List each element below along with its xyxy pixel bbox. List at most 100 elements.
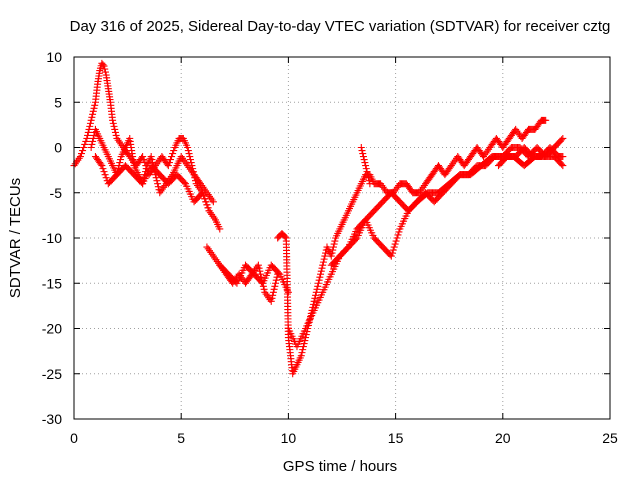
data-point: [88, 113, 96, 121]
data-point: [391, 240, 399, 248]
data-point: [394, 231, 402, 239]
data-point: [387, 252, 395, 260]
data-point: [185, 150, 193, 158]
data-point: [318, 264, 326, 272]
series-track-f: [274, 116, 550, 378]
data-point: [84, 131, 92, 139]
data-point: [85, 125, 93, 133]
data-point: [268, 294, 276, 302]
axis-ticks: 0 5 10 15 20 25 10 5 0 -5 -10 -15 -20 -25 -30: [42, 49, 618, 446]
data-point: [115, 162, 123, 170]
data-point: [559, 162, 567, 170]
data-point: [89, 110, 97, 118]
data-point: [139, 153, 147, 161]
data-point: [331, 237, 339, 245]
data-point: [166, 156, 174, 164]
x-tick-label: 25: [602, 430, 618, 446]
data-point: [170, 147, 178, 155]
data-point: [269, 288, 277, 296]
data-point: [319, 261, 327, 269]
data-point: [202, 198, 210, 206]
data-point: [260, 285, 268, 293]
data-point: [298, 349, 306, 357]
data-point: [366, 180, 374, 188]
data-point: [216, 225, 224, 233]
data-point: [310, 297, 318, 305]
data-point: [99, 61, 107, 69]
data-point: [109, 119, 117, 127]
data-point: [100, 62, 108, 70]
data-point: [357, 144, 365, 151]
data-point: [80, 144, 88, 151]
data-point: [201, 195, 209, 203]
x-tick-label: 15: [388, 430, 404, 446]
data-point: [330, 240, 338, 248]
data-point: [360, 156, 368, 164]
data-point: [148, 156, 156, 164]
data-point: [314, 282, 322, 290]
data-point: [390, 243, 398, 251]
data-point: [153, 177, 161, 185]
y-tick-label: -30: [42, 411, 62, 427]
data-point: [322, 249, 330, 257]
series-track-e: [216, 261, 292, 296]
data-point: [89, 134, 97, 142]
y-tick-label: -25: [42, 366, 62, 382]
data-point: [365, 177, 373, 185]
data-point: [255, 264, 263, 272]
data-point: [389, 246, 397, 254]
data-point: [321, 252, 329, 260]
chart-title: Day 316 of 2025, Sidereal Day-to-day VTE…: [70, 18, 611, 35]
data-point: [559, 134, 567, 142]
data-point: [79, 147, 87, 155]
series-track-h: [327, 153, 567, 269]
data-point: [329, 246, 337, 254]
data-point: [82, 137, 90, 145]
data-point: [395, 228, 403, 236]
data-point: [358, 147, 366, 155]
data-point: [140, 156, 148, 164]
x-tick-label: 5: [177, 430, 185, 446]
y-tick-label: -10: [42, 230, 62, 246]
data-point: [254, 261, 262, 269]
data-point: [199, 189, 207, 197]
data-point: [164, 162, 172, 170]
data-point: [116, 156, 124, 164]
data-point: [86, 122, 94, 130]
data-point: [359, 150, 367, 158]
data-point: [275, 269, 283, 277]
y-tick-label: 10: [46, 49, 62, 65]
data-point: [98, 162, 106, 170]
data-point: [558, 160, 566, 168]
data-point: [184, 147, 192, 155]
data-point: [328, 249, 336, 257]
data-point: [204, 204, 212, 212]
data-point: [302, 334, 310, 342]
data-point: [90, 104, 98, 112]
data-point: [558, 136, 566, 144]
data-point: [109, 116, 117, 124]
data-point: [168, 153, 176, 161]
data-point: [559, 153, 567, 161]
data-point: [319, 258, 327, 266]
data-point: [361, 159, 369, 167]
data-point: [89, 107, 97, 115]
data-point: [147, 153, 155, 161]
data-point: [154, 180, 162, 188]
data-point: [327, 252, 335, 260]
data-point: [209, 198, 217, 206]
data-point: [154, 183, 162, 191]
data-point: [169, 150, 177, 158]
data-point: [257, 270, 265, 278]
x-tick-label: 0: [70, 430, 78, 446]
data-point: [152, 174, 160, 182]
data-point: [87, 116, 95, 124]
data-point: [313, 285, 321, 293]
data-point: [363, 168, 371, 176]
data-point: [281, 233, 289, 241]
data-point: [187, 159, 195, 167]
data-point: [101, 68, 109, 76]
data-point: [100, 168, 108, 176]
data-point: [362, 162, 370, 170]
data-point: [314, 279, 322, 287]
